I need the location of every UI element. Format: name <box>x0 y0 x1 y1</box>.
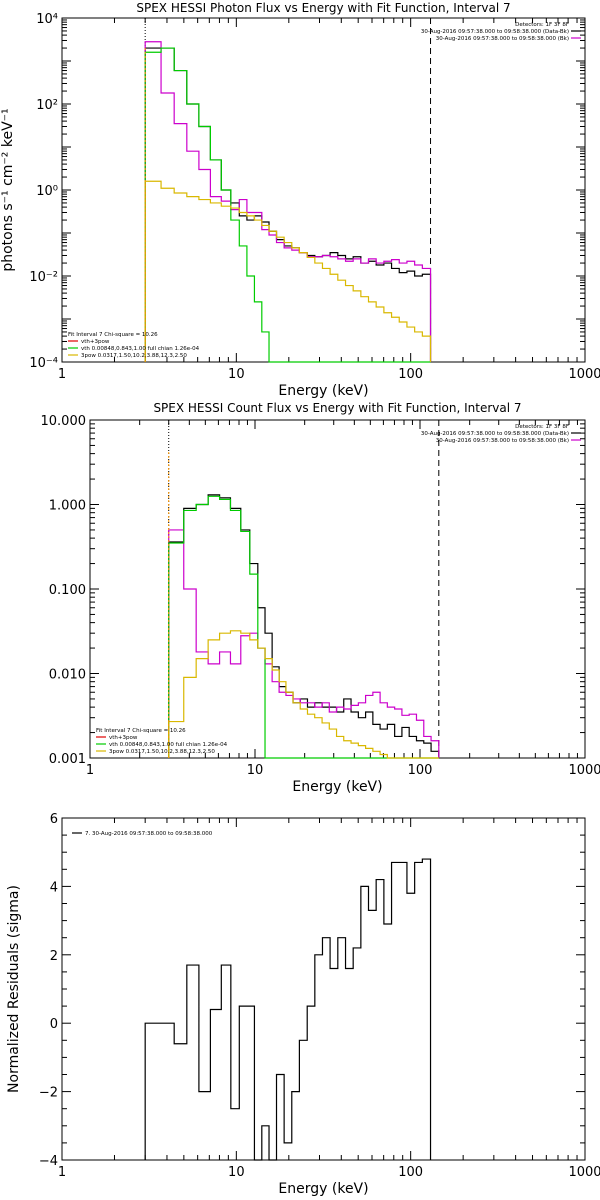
legend-fit-entry: vth+3pow <box>109 735 138 741</box>
legend-top-entry: Detectors: 1F 3F 8F <box>515 22 569 28</box>
legend-top-entry: 30-Aug-2016 09:57:38.000 to 09:58:38.000… <box>436 438 569 444</box>
x-axis: 1 10 100 1000 Energy (keV) <box>58 18 600 399</box>
chart-panel-3: 1 10 100 1000 Energy (keV) −4 −2 0 2 4 6 Normalized… <box>6 812 600 1197</box>
y-axis-label: photons s⁻¹ cm⁻² keV⁻¹ <box>0 108 16 271</box>
y-tick-label: 0.001 <box>49 752 86 767</box>
chart-title: SPEX HESSI Photon Flux vs Energy with Fi… <box>136 1 510 15</box>
legend-top-entry: 30-Aug-2016 09:57:38.000 to 09:58:38.000… <box>421 431 569 437</box>
series-yellow-line <box>168 630 439 759</box>
legend-fit-entry: Fit Interval 7 Chi-square = 10.26 <box>68 332 158 338</box>
x-axis-label: Energy (keV) <box>278 1181 368 1197</box>
legend-top-entry: 30-Aug-2016 09:57:38.000 to 09:58:38.000… <box>436 36 569 42</box>
series-magenta-line <box>168 529 440 758</box>
chart-panel-1: 1 10 100 1000 Energy (keV) 10⁻⁴ 10⁻² 10⁰ 10² 10⁴ p… <box>0 1 600 399</box>
x-tick-label: 1 <box>58 367 66 382</box>
y-tick-label: 0.100 <box>49 583 86 598</box>
y-axis: −4 −2 0 2 4 6 Normalized Residuals (sigma) <box>6 812 585 1169</box>
legend-fit-entry: vth 0.00848,0.843,1.00 full chian 1.26e-… <box>81 346 200 352</box>
y-tick-label: 10⁻⁴ <box>29 356 58 371</box>
x-tick-label: 1000 <box>568 763 600 778</box>
x-tick-label: 1000 <box>568 1165 600 1180</box>
y-tick-label: −2 <box>39 1086 58 1101</box>
legend-fit: Fit Interval 7 Chi-square = 10.26vth+3po… <box>96 728 228 755</box>
y-axis-label: Normalized Residuals (sigma) <box>6 885 22 1093</box>
legend-top-entry: 7. 30-Aug-2016 09:57:38.000 to 09:58:38.… <box>85 831 213 837</box>
y-axis: 10⁻⁴ 10⁻² 10⁰ 10² 10⁴ photons s⁻¹ cm⁻² keV⁻¹ <box>0 12 585 371</box>
x-tick-label: 100 <box>398 1165 423 1180</box>
y-tick-label: 10⁴ <box>36 12 58 27</box>
y-tick-label: −4 <box>39 1154 58 1169</box>
y-tick-label: 10² <box>36 98 58 113</box>
y-tick-label: 6 <box>50 812 58 827</box>
series-green-line <box>144 47 431 363</box>
legend-top-entry: 30-Aug-2016 09:57:38.000 to 09:58:38.000… <box>421 29 569 35</box>
x-tick-label: 100 <box>398 367 423 382</box>
y-tick-label: 4 <box>50 880 58 895</box>
y-tick-label: 1.000 <box>49 499 86 514</box>
legend-fit-entry: vth 0.00848,0.843,1.00 full chian 1.26e-… <box>109 742 228 748</box>
legend-top: 7. 30-Aug-2016 09:57:38.000 to 09:58:38.… <box>72 831 213 837</box>
y-tick-label: 2 <box>50 949 58 964</box>
legend-fit-entry: Fit Interval 7 Chi-square = 10.26 <box>96 728 186 734</box>
x-tick-label: 1 <box>86 763 94 778</box>
legend-fit-entry: 3pow 0.0317,1.50,10.2,3.88,12.3,2.50 <box>81 353 187 359</box>
series-black-line <box>144 858 432 1161</box>
x-axis-label: Energy (keV) <box>292 779 382 795</box>
x-axis: 1 10 100 1000 Energy (keV) <box>86 420 600 795</box>
series-green-line <box>168 495 439 759</box>
series-yellow-line <box>144 180 432 362</box>
y-tick-label: 10⁻² <box>29 270 58 285</box>
x-tick-label: 10 <box>228 1165 245 1180</box>
x-tick-label: 100 <box>408 763 433 778</box>
chart-panel-2: 1 10 100 1000 Energy (keV) 0.001 0.010 0.100 1.0… <box>41 401 600 795</box>
x-tick-label: 10 <box>247 763 264 778</box>
x-axis: 1 10 100 1000 Energy (keV) <box>58 818 600 1197</box>
legend-fit-entry: 3pow 0.0317,1.50,10.2,3.88,12.3,2.50 <box>109 749 215 755</box>
y-tick-label: 0 <box>50 1017 58 1032</box>
y-tick-label: 10.000 <box>41 414 87 429</box>
y-axis: 0.001 0.010 0.100 1.000 10.000 <box>41 414 585 767</box>
chart-title: SPEX HESSI Count Flux vs Energy with Fit… <box>153 401 521 415</box>
x-tick-label: 1000 <box>568 367 600 382</box>
x-tick-label: 1 <box>58 1165 66 1180</box>
legend-fit-entry: vth+3pow <box>81 339 110 345</box>
x-tick-label: 10 <box>228 367 245 382</box>
y-tick-label: 10⁰ <box>36 184 58 199</box>
x-axis-label: Energy (keV) <box>278 383 368 399</box>
legend-top-entry: Detectors: 1F 3F 8F <box>515 424 569 430</box>
legend-fit: Fit Interval 7 Chi-square = 10.26vth+3po… <box>68 332 200 359</box>
y-tick-label: 0.010 <box>49 668 86 683</box>
